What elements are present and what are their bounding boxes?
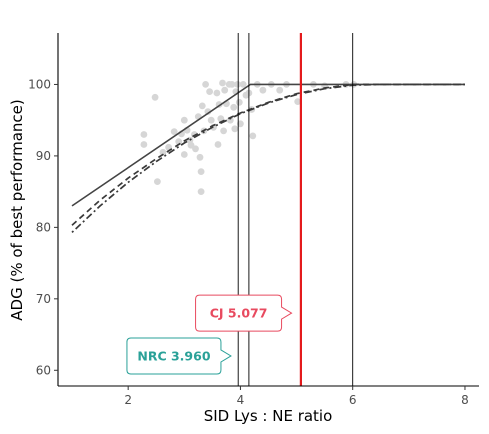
y-tick-label: 90 bbox=[36, 149, 51, 163]
data-point bbox=[219, 79, 226, 87]
callout-box bbox=[195, 294, 293, 332]
y-tick-label: 100 bbox=[28, 77, 51, 91]
x-axis-title: SID Lys : NE ratio bbox=[204, 407, 333, 425]
data-point bbox=[276, 86, 284, 94]
data-point bbox=[196, 153, 204, 161]
data-point bbox=[198, 102, 206, 110]
data-point bbox=[170, 128, 178, 136]
data-point bbox=[175, 138, 183, 146]
data-point bbox=[294, 98, 302, 105]
y-axis-title: ADG (% of best performance) bbox=[8, 99, 26, 320]
data-point bbox=[192, 145, 199, 153]
x-tick-label: 8 bbox=[461, 393, 469, 407]
series-line-curvilinear-dashed bbox=[71, 83, 465, 226]
ticks-layer: 2 4 6 8 60 70 80 90 100 bbox=[28, 77, 469, 407]
x-tick-label: 6 bbox=[349, 393, 357, 407]
callout-label-nrc: NRC 3.960 bbox=[137, 348, 210, 363]
callout-box bbox=[126, 337, 232, 375]
x-tick-label: 4 bbox=[237, 393, 245, 407]
data-point bbox=[197, 168, 205, 176]
data-point bbox=[220, 127, 228, 135]
data-point bbox=[202, 81, 210, 88]
data-point bbox=[151, 93, 159, 101]
data-point bbox=[249, 132, 257, 140]
data-point bbox=[259, 86, 267, 94]
y-tick-label: 60 bbox=[36, 363, 51, 377]
data-point bbox=[204, 108, 212, 115]
y-tick-label: 80 bbox=[36, 220, 51, 234]
data-point bbox=[140, 141, 148, 148]
data-point bbox=[221, 86, 229, 94]
data-point bbox=[159, 148, 167, 156]
data-point bbox=[154, 178, 161, 186]
data-point bbox=[228, 81, 236, 88]
data-point bbox=[180, 116, 188, 124]
lines-layer bbox=[71, 83, 465, 234]
y-tick-label: 70 bbox=[36, 292, 51, 306]
data-point bbox=[231, 125, 239, 133]
data-point bbox=[206, 88, 214, 95]
data-point bbox=[237, 120, 244, 128]
data-point bbox=[197, 188, 205, 196]
data-point bbox=[235, 98, 243, 106]
callout-layer: CJ 5.077 NRC 3.960 bbox=[126, 294, 293, 375]
data-point bbox=[239, 81, 247, 88]
data-point bbox=[207, 116, 215, 124]
data-point bbox=[230, 103, 238, 111]
data-point bbox=[140, 131, 148, 138]
data-point bbox=[234, 81, 242, 88]
x-tick-label: 2 bbox=[124, 393, 132, 407]
data-point bbox=[213, 89, 221, 97]
data-point bbox=[180, 151, 188, 158]
data-point bbox=[214, 141, 222, 148]
series-line-curvilinear-dotdash bbox=[71, 83, 465, 234]
callout-label-cj: CJ 5.077 bbox=[210, 306, 268, 321]
points-layer bbox=[140, 79, 358, 196]
